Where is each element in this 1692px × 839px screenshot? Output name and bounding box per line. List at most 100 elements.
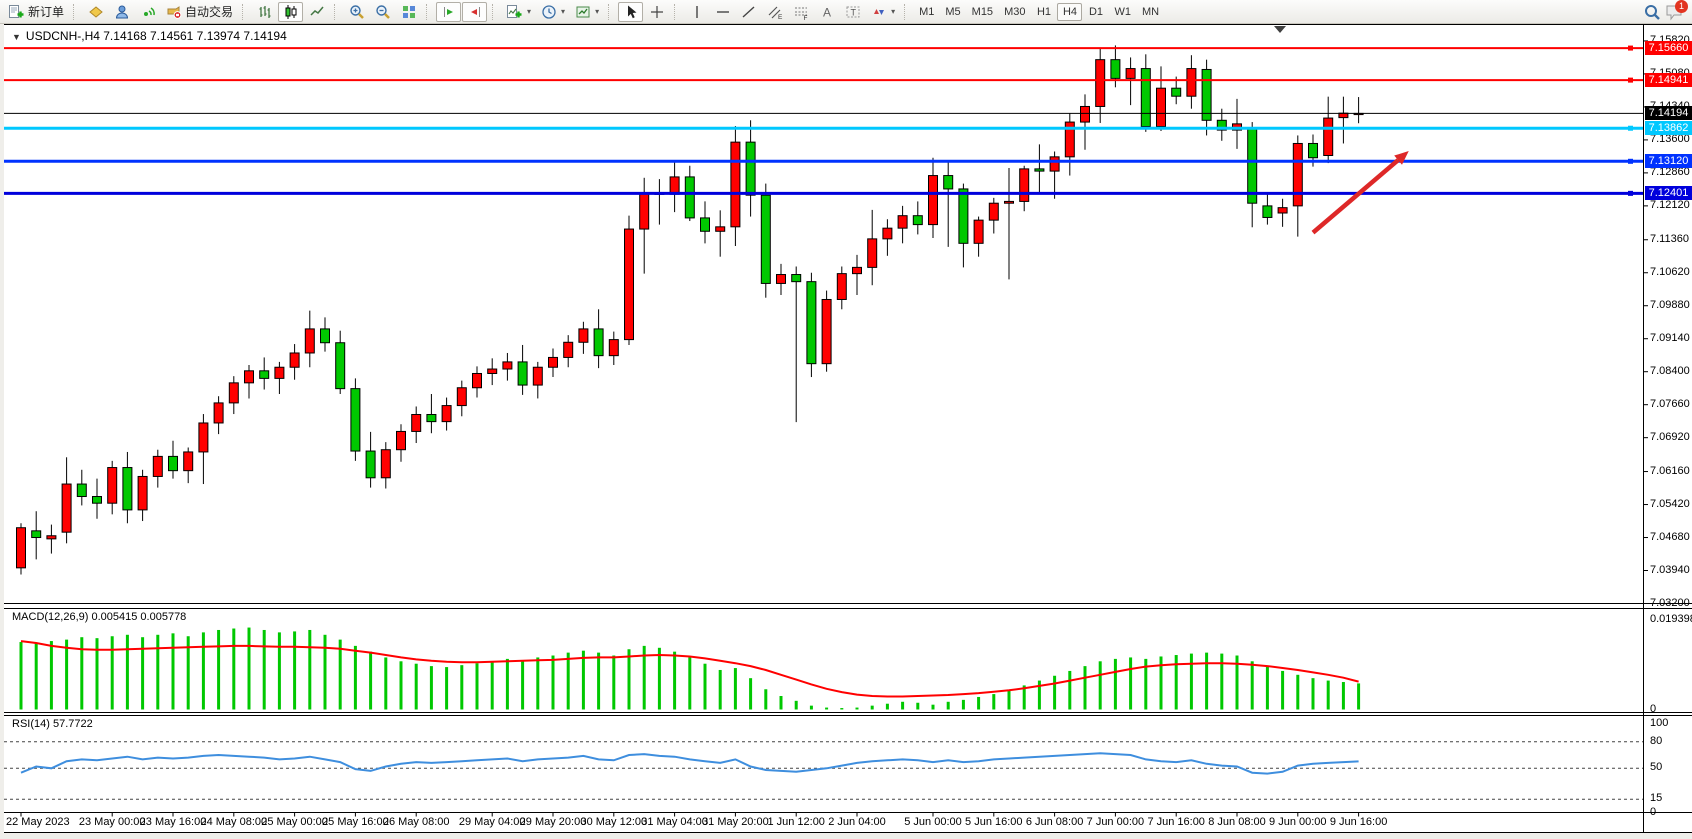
notification-badge: 1 bbox=[1675, 0, 1688, 13]
crosshair-icon bbox=[648, 3, 665, 20]
macd-histogram-bar bbox=[490, 661, 494, 710]
macd-histogram-bar bbox=[445, 667, 449, 710]
time-axis-label: 25 May 00:00 bbox=[261, 816, 328, 828]
candle-bearish bbox=[365, 450, 376, 479]
candle-bullish bbox=[639, 192, 650, 230]
rsi-indicator-label: RSI(14) 57.7722 bbox=[12, 718, 93, 730]
macd-axis-label: 0 bbox=[1650, 702, 1657, 715]
line-endpoint-handle[interactable] bbox=[1628, 158, 1633, 164]
price-tick-label: 7.11360 bbox=[1650, 232, 1689, 245]
periods-dropdown-caret[interactable]: ▾ bbox=[561, 7, 566, 16]
text-button[interactable]: A bbox=[814, 2, 839, 22]
line-endpoint-handle[interactable] bbox=[1628, 125, 1633, 131]
candlestick-chart-button[interactable] bbox=[278, 1, 304, 22]
indicators-dropdown-caret[interactable]: ▾ bbox=[527, 7, 532, 16]
line-chart-button[interactable] bbox=[304, 2, 329, 22]
vertical-line-button[interactable] bbox=[684, 2, 709, 22]
time-axis-label: 22 May 2023 bbox=[6, 816, 70, 828]
auto-scroll-button[interactable] bbox=[436, 1, 462, 22]
time-axis-label: 9 Jun 00:00 bbox=[1269, 816, 1327, 828]
toolbar-separator bbox=[242, 3, 248, 20]
templates-icon bbox=[574, 3, 591, 20]
macd-histogram-bar bbox=[977, 696, 981, 710]
candle-bearish bbox=[76, 483, 87, 498]
toolbar-separator bbox=[674, 3, 680, 20]
macd-histogram-bar bbox=[1205, 652, 1209, 710]
chart-shift-button[interactable] bbox=[462, 1, 488, 22]
time-axis-label: 23 May 00:00 bbox=[78, 816, 146, 828]
timeframe-M5[interactable]: M5 bbox=[940, 3, 965, 21]
timeframe-D1[interactable]: D1 bbox=[1083, 3, 1108, 21]
text-label-icon: T bbox=[844, 3, 861, 20]
equidistant-channel-button[interactable]: E bbox=[762, 2, 787, 22]
candle-bullish bbox=[244, 370, 254, 384]
rsi-axis-label: 0 bbox=[1650, 805, 1657, 818]
timeframe-M15[interactable]: M15 bbox=[967, 3, 998, 21]
trend-arrow-object[interactable] bbox=[1311, 158, 1400, 235]
timeframe-M30[interactable]: M30 bbox=[999, 3, 1030, 21]
new-order-button[interactable]: 新订单 bbox=[4, 2, 68, 22]
auto-trading-button[interactable]: 自动交易 bbox=[161, 2, 237, 22]
macd-histogram-bar bbox=[718, 669, 722, 710]
chart-header: ▼ USDCNH-,H4 7.14168 7.14561 7.13974 7.14… bbox=[12, 29, 287, 43]
timeframe-MN[interactable]: MN bbox=[1137, 3, 1164, 21]
line-endpoint-handle[interactable] bbox=[1628, 77, 1633, 83]
macd-histogram-bar bbox=[794, 700, 798, 710]
indicators-button[interactable]: ▾ bbox=[502, 2, 535, 22]
candle-bullish bbox=[1323, 117, 1334, 157]
macd-histogram-bar bbox=[536, 657, 540, 710]
signals-button[interactable] bbox=[135, 2, 160, 22]
templates-button[interactable]: ▾ bbox=[570, 2, 603, 22]
candle-bearish bbox=[1216, 119, 1227, 131]
arrows-button[interactable]: ▾ bbox=[866, 2, 899, 22]
time-axis-label: 25 May 16:00 bbox=[322, 816, 389, 828]
candle-bullish bbox=[1277, 207, 1288, 214]
market-button[interactable] bbox=[83, 2, 108, 22]
timeframe-H4[interactable]: H4 bbox=[1057, 2, 1083, 21]
price-tick-label: 7.05420 bbox=[1650, 497, 1690, 510]
chart-shift-marker[interactable] bbox=[1274, 26, 1286, 33]
trendline-button[interactable] bbox=[736, 2, 761, 22]
chart-background[interactable] bbox=[4, 24, 1692, 833]
crosshair-button[interactable] bbox=[644, 2, 669, 22]
cursor-button[interactable] bbox=[618, 1, 644, 22]
templates-dropdown-caret[interactable]: ▾ bbox=[595, 7, 600, 16]
candle-bullish bbox=[821, 298, 832, 365]
candle-bearish bbox=[958, 188, 969, 244]
trend-arrow-head[interactable] bbox=[1394, 151, 1409, 165]
collapse-triangle-icon[interactable]: ▼ bbox=[12, 32, 21, 42]
candle-bullish bbox=[1004, 200, 1014, 204]
macd-axis-label: 0.019398 bbox=[1650, 613, 1692, 625]
timeframe-M1[interactable]: M1 bbox=[914, 3, 939, 21]
tile-windows-button[interactable] bbox=[396, 2, 421, 22]
periods-button[interactable]: ▾ bbox=[536, 2, 569, 22]
ohlc-bars-button[interactable] bbox=[252, 2, 277, 22]
fibonacci-button[interactable]: F bbox=[788, 2, 813, 22]
candle-bullish bbox=[608, 339, 619, 357]
zoom-in-button[interactable] bbox=[344, 2, 369, 22]
fibonacci-icon: F bbox=[792, 3, 809, 20]
price-line-label: 7.13862 bbox=[1645, 121, 1692, 136]
chat-button[interactable]: 1 bbox=[1665, 0, 1688, 20]
zoom-out-button[interactable] bbox=[370, 2, 395, 22]
time-axis-label: 23 May 16:00 bbox=[139, 816, 207, 828]
timeframe-group: M1 M5 M15 M30 H1 H4 D1 W1 MN bbox=[914, 2, 1164, 21]
candle-bearish bbox=[92, 496, 102, 504]
horizontal-line-button[interactable] bbox=[710, 2, 735, 22]
macd-histogram-bar bbox=[429, 666, 433, 710]
candle-bullish bbox=[715, 226, 726, 232]
profile-button[interactable] bbox=[109, 2, 134, 22]
candle-bullish bbox=[624, 228, 634, 341]
line-endpoint-handle[interactable] bbox=[1628, 190, 1633, 196]
macd-histogram-bar bbox=[688, 657, 692, 710]
timeframe-H1[interactable]: H1 bbox=[1031, 3, 1056, 21]
candle-bearish bbox=[1308, 142, 1318, 159]
line-endpoint-handle[interactable] bbox=[1628, 45, 1633, 51]
search-button[interactable] bbox=[1639, 2, 1664, 22]
chart-header-text: USDCNH-,H4 7.14168 7.14561 7.13974 7.141… bbox=[25, 29, 287, 43]
text-label-button[interactable]: T bbox=[840, 2, 865, 22]
arrows-dropdown-caret[interactable]: ▾ bbox=[891, 7, 896, 16]
toolbar-separator bbox=[608, 3, 614, 20]
timeframe-W1[interactable]: W1 bbox=[1109, 3, 1136, 21]
